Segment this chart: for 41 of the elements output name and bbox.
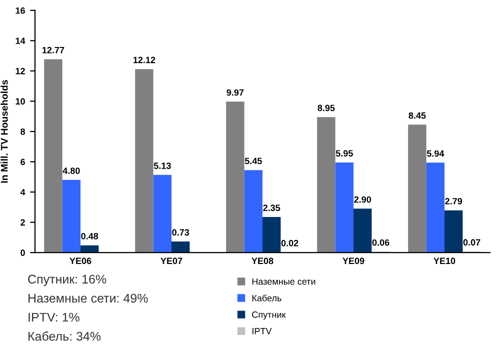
legend-label: Наземные сети [252,278,316,285]
y-tick-label: 10 [16,98,25,105]
y-tick-label: 8 [20,128,25,135]
data-label: 12.77 [42,46,64,54]
data-label: 0.02 [281,240,298,246]
text: Кабель: 34% [28,331,101,341]
legend-label: IPTV [252,328,272,334]
data-label: 5.13 [154,162,171,169]
y-axis-title: In Mill. TV Households [0,80,8,183]
text: Наземные сети: 49% [28,294,148,303]
y-tick-label: 12 [16,68,25,74]
x-tick-label: YE10 [434,258,456,264]
text: IPTV: 1% [28,312,80,322]
data-label: 2.90 [354,196,372,203]
x-tick-label: YE08 [252,258,274,264]
x-tick-label: YE07 [160,258,182,264]
legend-label: Кабель [252,294,282,302]
data-label: 0.48 [81,232,98,240]
x-tick-label: YE09 [342,258,364,264]
data-label: 9.97 [226,89,244,96]
data-label: 5.94 [426,150,444,157]
y-tick-label: 0 [20,250,25,256]
data-label: 2.35 [263,204,280,212]
data-label: 0.06 [372,239,390,246]
y-tick-label: 14 [16,38,26,44]
data-label: 0.07 [463,239,480,246]
legend-label: Спутник [252,311,286,320]
data-label: 12.12 [133,56,156,64]
data-label: 5.95 [336,150,353,157]
data-label: 0.73 [172,229,190,236]
text: Спутник: 16% [28,274,106,286]
data-label: 2.79 [445,198,462,204]
y-tick-label: 16 [16,7,25,14]
y-tick-label: 4 [20,189,26,196]
data-label: 4.80 [62,168,80,174]
data-label: 8.45 [408,112,426,119]
data-label: 5.45 [244,158,262,164]
y-tick-label: 2 [20,219,25,226]
y-tick-label: 6 [20,158,25,166]
data-label: 8.95 [318,104,335,112]
x-tick-label: YE06 [70,258,92,264]
